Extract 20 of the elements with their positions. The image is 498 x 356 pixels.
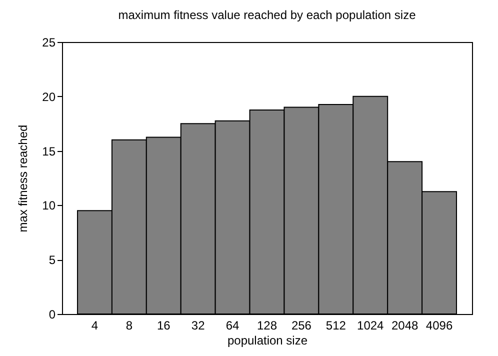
- x-tick-label: 4096: [426, 318, 453, 332]
- x-tick-label: 2048: [391, 318, 418, 332]
- y-axis-title: max fitness reached: [16, 124, 30, 232]
- y-tick-label: 25: [42, 36, 56, 50]
- y-tick-label: 0: [48, 308, 56, 322]
- y-tick-label: 20: [42, 90, 56, 104]
- chart-title: maximum fitness value reached by each population size: [118, 8, 416, 22]
- x-tick-label: 512: [326, 318, 346, 332]
- x-tick-label: 16: [156, 318, 171, 332]
- x-tick-label: 8: [126, 318, 133, 332]
- x-tick-label: 64: [226, 318, 240, 332]
- x-tick-label: 256: [291, 318, 312, 332]
- x-tick-label: 128: [256, 318, 278, 332]
- y-tick-label: 15: [42, 144, 56, 158]
- y-tick-label: 5: [48, 253, 56, 268]
- y-tick-label: 10: [42, 198, 56, 213]
- x-axis-title: population size: [227, 334, 308, 348]
- x-tick-label: 1024: [357, 318, 384, 332]
- x-tick-label: 4: [91, 318, 98, 332]
- x-tick-label: 32: [191, 318, 206, 332]
